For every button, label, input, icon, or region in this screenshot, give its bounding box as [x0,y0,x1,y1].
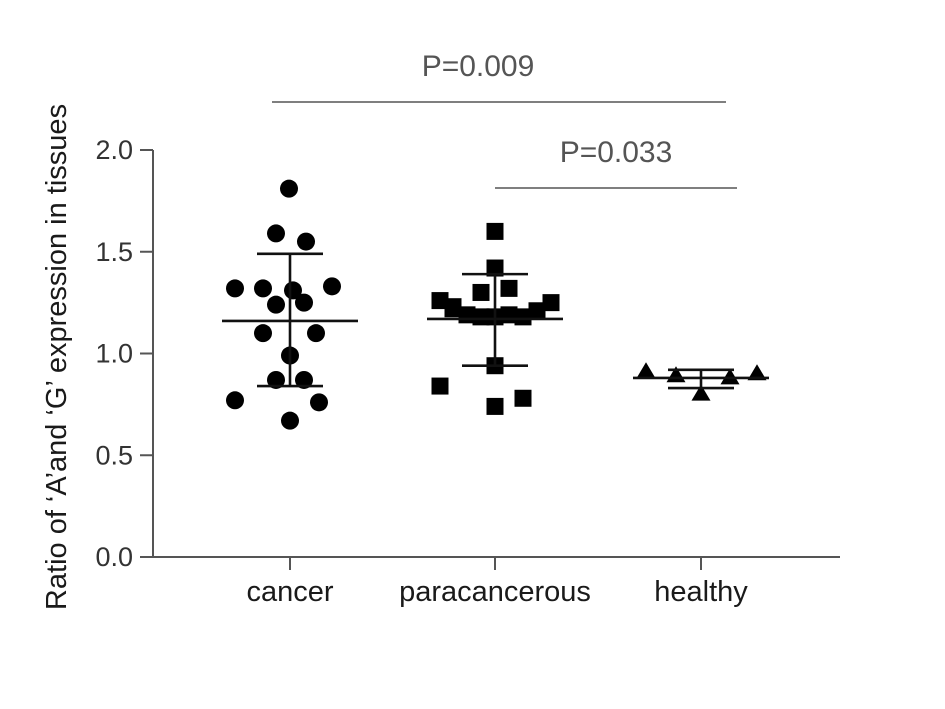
data-point-circle [284,281,302,300]
y-tick-label: 1.5 [95,237,133,267]
y-axis-label: Ratio of ‘A’and ‘G’ expression in tissue… [41,104,73,610]
data-point-square [472,283,490,301]
data-point-square [472,308,490,326]
y-tick-label: 1.0 [95,339,133,369]
data-point-square [528,302,546,320]
data-point-square [542,294,560,312]
data-point-square [500,306,518,324]
data-point-square [514,308,532,326]
data-point-circle [307,324,325,343]
data-point-triangle [636,362,656,379]
data-point-square [431,292,449,310]
data-point-circle [295,293,313,312]
data-point-circle [267,295,285,314]
data-point-triangle [720,368,740,385]
data-point-circle [254,324,272,343]
data-point-circle [267,224,285,243]
y-tick-label: 0.5 [95,440,133,470]
data-point-square [514,389,532,407]
y-ticks: 0.0 0.5 1.0 1.5 2.0 [95,135,153,572]
data-point-circle [226,391,244,410]
y-tick-label: 2.0 [95,135,133,165]
data-point-square [486,397,504,415]
x-tick-label: paracancerous [399,576,591,608]
data-point-triangle [747,364,767,381]
data-point-circle [281,411,299,430]
data-point-circle [280,179,298,198]
data-point-triangle [691,384,711,401]
data-point-circle [297,232,315,251]
y-tick-label: 0.0 [95,542,133,572]
x-tick-label: healthy [654,576,748,608]
data-point-circle [226,279,244,298]
data-point-square [444,300,462,318]
significance-brackets: P=0.009 P=0.033 [272,50,737,189]
p-value-label: P=0.033 [560,136,673,169]
data-point-circle [254,279,272,298]
data-points [226,179,767,430]
data-point-square [486,259,504,277]
data-point-circle [267,370,285,389]
axes [152,150,840,558]
error-bars [222,252,769,390]
p-value-label: P=0.009 [422,50,535,83]
data-point-circle [323,277,341,296]
data-point-square [486,222,504,240]
x-tick-label: cancer [246,576,333,608]
data-point-square [431,377,449,395]
data-point-circle [310,393,328,412]
data-point-circle [295,370,313,389]
x-ticks: cancer paracancerous healthy [246,557,748,608]
data-point-square [500,279,518,297]
